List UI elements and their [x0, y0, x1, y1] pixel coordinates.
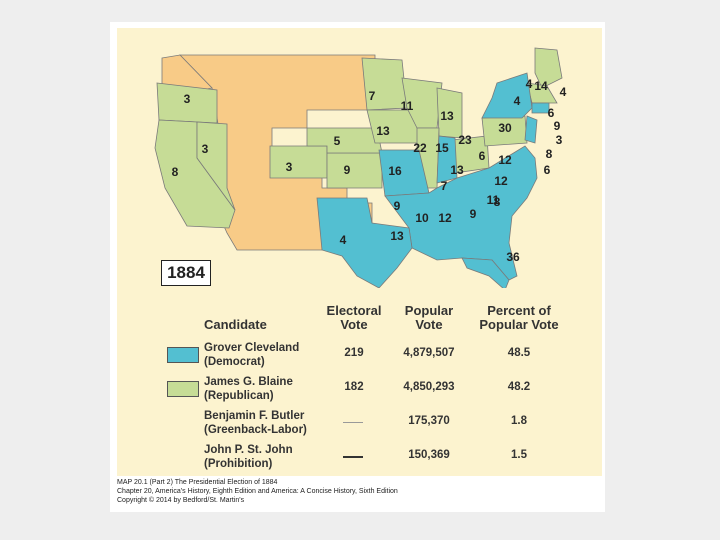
state-maine [534, 47, 563, 89]
state-southern-states [384, 145, 538, 281]
popular-vote: 175,370 [408, 415, 450, 427]
header-popular-line1: Popular [404, 303, 454, 318]
electoral-vote-label: 7 [369, 89, 376, 103]
header-percent-line1: Percent of [487, 303, 551, 318]
electoral-vote-label: 16 [388, 164, 402, 178]
map-panel: 3 3 8 5 3 9 7 11 13 13 22 15 16 13 23 30 6 12 12 11 7 9 10 12 9 8… [117, 28, 602, 476]
electoral-vote: 219 [344, 347, 364, 359]
electoral-vote-label: 11 [401, 99, 414, 113]
percent-vote: 1.5 [511, 449, 527, 461]
electoral-vote-label: 9 [394, 199, 401, 213]
results-legend: Candidate Electoral Vote Popular Vote Pe… [117, 298, 602, 473]
electoral-vote-label: 8 [172, 165, 179, 179]
candidate-name: Benjamin F. Butler [204, 410, 305, 422]
state-new-york [481, 72, 533, 119]
state-florida [461, 257, 510, 288]
electoral-vote-label: 3 [202, 142, 209, 156]
header-candidate: Candidate [204, 318, 304, 332]
header-electoral-line2: Vote [340, 317, 368, 332]
candidate-label: Grover Cleveland (Democrat) [204, 341, 334, 369]
candidate-label: John P. St. John (Prohibition) [204, 443, 334, 471]
popular-vote: 4,850,293 [403, 381, 455, 393]
state-nevada [196, 121, 236, 211]
electoral-vote: 182 [344, 381, 364, 393]
electoral-vote-label: 9 [470, 207, 477, 221]
electoral-vote-label: 10 [415, 211, 429, 225]
no-electoral-dash [343, 456, 363, 458]
popular-vote: 150,369 [408, 449, 450, 461]
legend-row-butler: Benjamin F. Butler (Greenback-Labor) 175… [117, 409, 602, 443]
electoral-vote-label: 4 [526, 77, 533, 91]
candidate-party: (Republican) [204, 390, 274, 402]
header-electoral-line1: Electoral [326, 303, 382, 318]
candidate-name: Grover Cleveland [204, 342, 300, 354]
candidate-party: (Democrat) [204, 356, 265, 368]
header-percent-line2: Popular Vote [479, 317, 559, 332]
figure-caption: MAP 20.1 (Part 2) The Presidential Elect… [117, 478, 602, 505]
electoral-vote-label: 6 [544, 163, 551, 177]
electoral-vote-label: 8 [494, 195, 501, 209]
candidate-party: (Prohibition) [204, 458, 273, 470]
legend-row-blaine: James G. Blaine (Republican) 182 4,850,2… [117, 375, 602, 409]
header-percent: Percent of Popular Vote [469, 304, 569, 332]
electoral-vote-label: 5 [334, 134, 341, 148]
electoral-vote-label: 6 [548, 106, 555, 120]
electoral-vote-label: 4 [514, 94, 521, 108]
candidate-name: James G. Blaine [204, 376, 293, 388]
state-kansas [326, 152, 383, 189]
popular-vote: 4,879,507 [403, 347, 455, 359]
electoral-vote-label: 3 [286, 160, 293, 174]
state-colorado [269, 145, 328, 179]
electoral-vote-label: 4 [340, 233, 347, 247]
electoral-vote-label: 13 [440, 109, 454, 123]
caption-line-1: MAP 20.1 (Part 2) The Presidential Elect… [117, 479, 278, 486]
percent-vote: 48.5 [507, 347, 531, 359]
header-popular-line2: Vote [415, 317, 443, 332]
election-year: 1884 [161, 260, 211, 286]
candidate-label: Benjamin F. Butler (Greenback-Labor) [204, 409, 334, 437]
legend-row-cleveland: Grover Cleveland (Democrat) 219 4,879,50… [117, 341, 602, 375]
electoral-vote-label: 4 [560, 85, 567, 99]
state-texas [316, 197, 413, 288]
electoral-vote-label: 3 [184, 92, 191, 106]
candidate-name: John P. St. John [204, 444, 293, 456]
electoral-vote-label: 6 [479, 149, 486, 163]
electoral-vote-label: 12 [494, 174, 508, 188]
electoral-vote-label: 9 [554, 119, 561, 133]
electoral-vote-label: 9 [344, 163, 351, 177]
republican-swatch [167, 381, 199, 397]
header-popular: Popular Vote [389, 304, 469, 332]
electoral-vote-label: 15 [435, 141, 449, 155]
state-new-jersey [524, 115, 538, 144]
no-electoral-dash [343, 422, 363, 423]
electoral-vote-label: 36 [506, 250, 520, 264]
electoral-vote-label: 12 [438, 211, 452, 225]
electoral-vote-label: 22 [413, 141, 427, 155]
header-electoral: Electoral Vote [314, 304, 394, 332]
electoral-vote-label: 11 [487, 193, 500, 207]
electoral-vote-label: 13 [376, 124, 390, 138]
caption-line-3: Copyright © 2014 by Bedford/St. Martin's [117, 497, 245, 504]
state-connecticut [531, 102, 550, 114]
electoral-vote-label: 8 [546, 147, 553, 161]
percent-vote: 48.2 [507, 381, 531, 393]
electoral-vote-label: 23 [458, 133, 472, 147]
democrat-swatch [167, 347, 199, 363]
electoral-vote-label: 13 [390, 229, 404, 243]
header-candidate-text: Candidate [204, 317, 267, 332]
candidate-label: James G. Blaine (Republican) [204, 375, 334, 403]
electoral-vote-label: 30 [498, 121, 512, 135]
candidate-party: (Greenback-Labor) [204, 424, 307, 436]
electoral-vote-label: 13 [450, 163, 464, 177]
legend-row-st-john: John P. St. John (Prohibition) 150,369 1… [117, 443, 602, 477]
caption-line-2: Chapter 20, America's History, Eighth Ed… [117, 488, 398, 495]
state-michigan [436, 87, 463, 139]
electoral-vote-label: 7 [441, 179, 448, 193]
percent-vote: 1.8 [511, 415, 527, 427]
electoral-vote-label: 12 [498, 153, 512, 167]
electoral-vote-label: 14 [534, 79, 548, 93]
electoral-vote-label: 3 [556, 133, 563, 147]
